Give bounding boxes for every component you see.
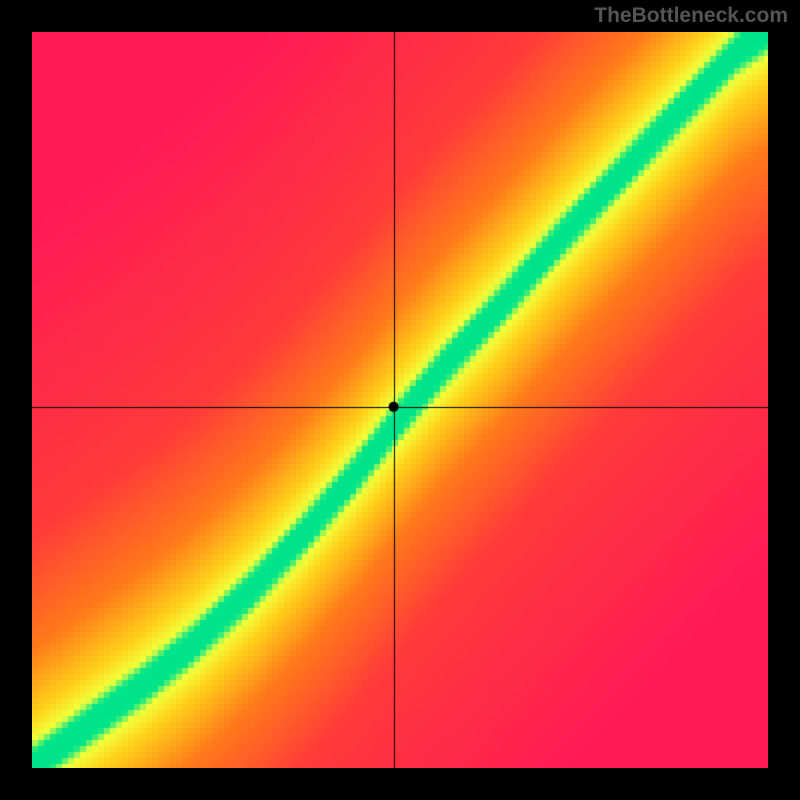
heatmap-canvas xyxy=(32,32,768,768)
bottleneck-heatmap-chart: TheBottleneck.com xyxy=(0,0,800,800)
attribution-watermark: TheBottleneck.com xyxy=(594,4,788,28)
